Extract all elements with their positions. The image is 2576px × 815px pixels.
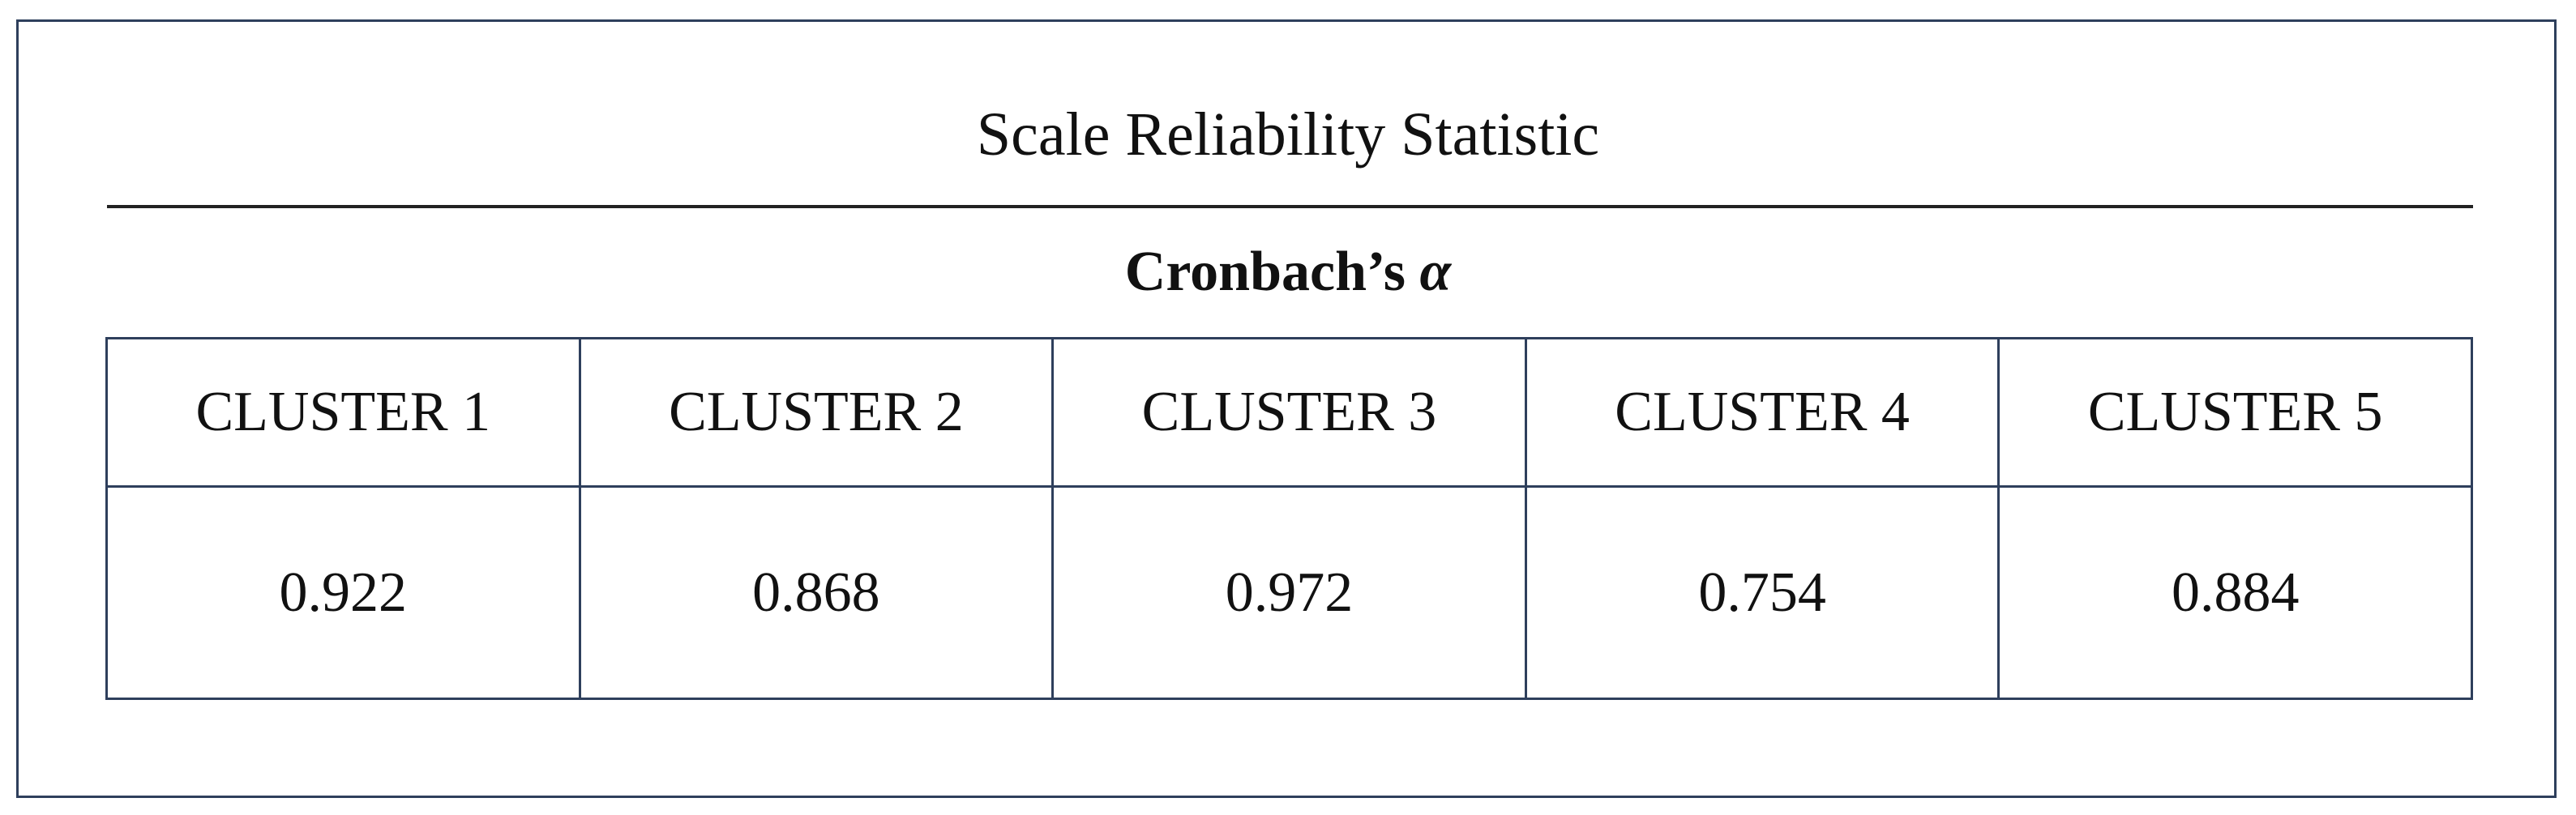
subtitle-symbol: α [1419,241,1452,303]
data-cell: 0.884 [1997,485,2473,700]
header-cell: CLUSTER 5 [1997,337,2473,488]
data-row: 0.922 0.868 0.972 0.754 0.884 [105,485,2473,700]
data-cell: 0.972 [1051,485,1527,700]
header-row: CLUSTER 1 CLUSTER 2 CLUSTER 3 CLUSTER 4 CLUS… [105,337,2473,488]
frame [16,19,2557,798]
header-cell: CLUSTER 3 [1051,337,1527,488]
title: Scale Reliability Statistic [976,100,1600,169]
header-cell: CLUSTER 4 [1524,337,2000,488]
rule [107,205,2473,208]
table: CLUSTER 1 CLUSTER 2 CLUSTER 3 CLUSTER 4 CLUS… [105,337,2473,700]
data-cell: 0.754 [1524,485,2000,700]
subtitle: Cronbach’s α [0,237,2576,308]
subtitle-text: Cronbach’s [1124,241,1406,303]
header-cell: CLUSTER 1 [105,337,581,488]
data-cell: 0.922 [105,485,581,700]
header-cell: CLUSTER 2 [578,337,1055,488]
data-cell: 0.868 [578,485,1055,700]
